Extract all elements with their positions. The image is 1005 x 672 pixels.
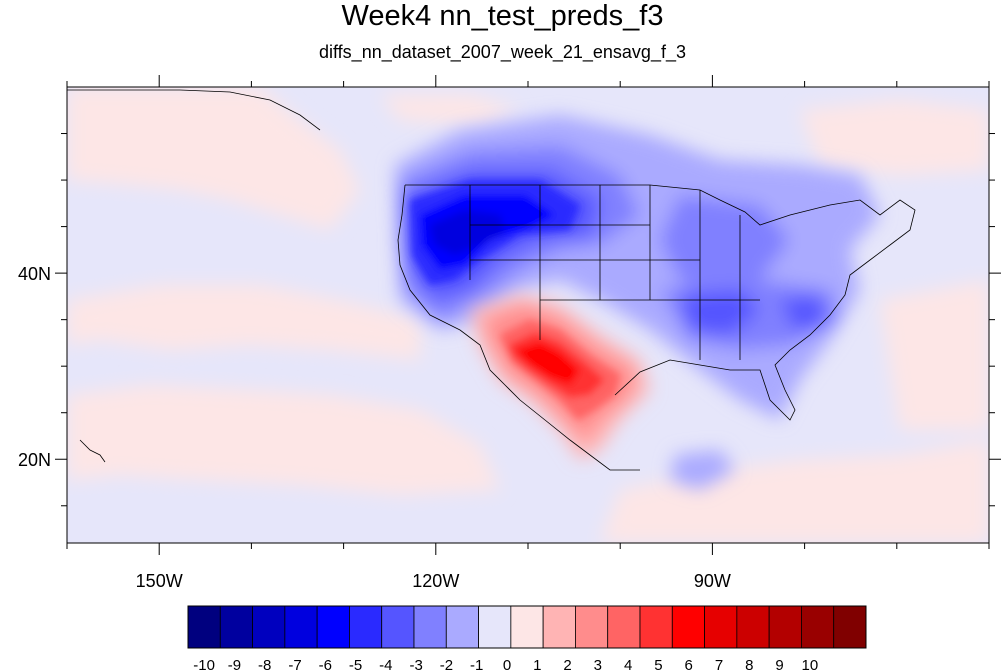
colorbar-labels: -10 -9 -8 -7 -6 -5 -4 -3 -2 -1 0 1 2 3 4 5 6 7 8 9 10 bbox=[193, 657, 818, 672]
colorbar-label: -6 bbox=[319, 657, 332, 672]
colorbar-label: -3 bbox=[409, 657, 422, 672]
colorbar-swatch bbox=[349, 605, 383, 649]
colorbar-swatch bbox=[413, 605, 447, 649]
colorbar-swatch bbox=[381, 605, 415, 649]
colorbar-swatch bbox=[607, 605, 641, 649]
colorbar-label: -2 bbox=[440, 657, 453, 672]
coastlines-and-borders bbox=[67, 89, 916, 471]
colorbar-swatch bbox=[252, 605, 286, 649]
colorbar-label: 7 bbox=[715, 657, 723, 672]
warm-ocean-regions bbox=[67, 87, 989, 543]
colorbar-swatch bbox=[316, 605, 350, 649]
colorbar-label: 3 bbox=[594, 657, 602, 672]
map-field bbox=[67, 87, 989, 543]
map-subtitle: diffs_nn_dataset_2007_week_21_ensavg_f_3 bbox=[319, 42, 686, 62]
colorbar-label: -10 bbox=[193, 657, 215, 672]
colorbar-label: -4 bbox=[379, 657, 392, 672]
lon-label: 90W bbox=[694, 571, 731, 591]
axis-labels: 150W 120W 90W 40N 20N bbox=[18, 264, 731, 591]
colorbar-label: 4 bbox=[624, 657, 632, 672]
colorbar-swatch bbox=[575, 605, 609, 649]
colorbar-swatch bbox=[510, 605, 544, 649]
colorbar-label: 6 bbox=[685, 657, 693, 672]
colorbar-swatch bbox=[284, 605, 318, 649]
colorbar-swatch bbox=[801, 605, 835, 649]
colorbar-label: -1 bbox=[470, 657, 483, 672]
lat-label: 40N bbox=[18, 264, 51, 284]
colorbar-frame bbox=[187, 605, 867, 649]
strong-cold-core bbox=[410, 180, 580, 285]
axis-ticks bbox=[55, 75, 1001, 555]
colorbar-label: 2 bbox=[563, 657, 571, 672]
colorbar-swatch bbox=[187, 605, 221, 649]
colorbar-swatch bbox=[736, 605, 770, 649]
colorbar bbox=[187, 605, 867, 649]
lon-label: 150W bbox=[136, 571, 183, 591]
colorbar-label: 9 bbox=[775, 657, 783, 672]
map-title: Week4 nn_test_preds_f3 bbox=[341, 0, 664, 32]
colorbar-label: 1 bbox=[533, 657, 541, 672]
colorbar-label: 10 bbox=[802, 657, 819, 672]
colorbar-swatch bbox=[542, 605, 576, 649]
lon-label: 120W bbox=[412, 571, 459, 591]
colorbar-swatch bbox=[219, 605, 253, 649]
colorbar-label: -5 bbox=[349, 657, 362, 672]
colorbar-label: 8 bbox=[745, 657, 753, 672]
colorbar-swatch bbox=[833, 605, 867, 649]
colorbar-label: -9 bbox=[228, 657, 241, 672]
colorbar-label: -8 bbox=[258, 657, 271, 672]
colorbar-label: 5 bbox=[654, 657, 662, 672]
colorbar-swatch bbox=[639, 605, 673, 649]
colorbar-swatch bbox=[478, 605, 512, 649]
lat-label: 20N bbox=[18, 450, 51, 470]
colorbar-label: -7 bbox=[288, 657, 301, 672]
colorbar-label: 0 bbox=[503, 657, 511, 672]
colorbar-swatch bbox=[768, 605, 802, 649]
colorbar-swatch bbox=[671, 605, 705, 649]
strong-warm-core bbox=[500, 320, 620, 420]
colorbar-swatch bbox=[704, 605, 738, 649]
colorbar-swatch bbox=[445, 605, 479, 649]
